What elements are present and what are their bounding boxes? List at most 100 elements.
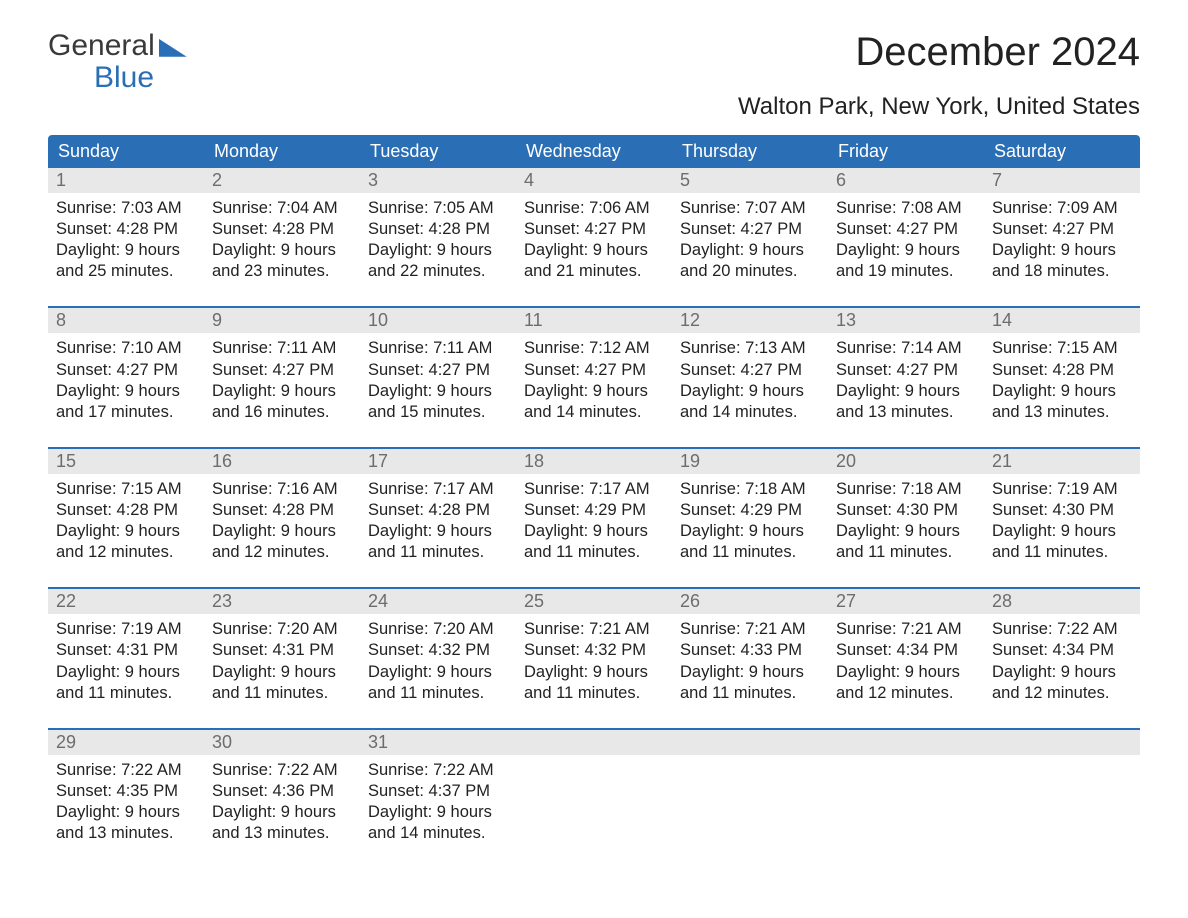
day-cell: Sunrise: 7:05 AMSunset: 4:28 PMDaylight:…: [360, 193, 516, 300]
week-block: 15161718192021Sunrise: 7:15 AMSunset: 4:…: [48, 447, 1140, 581]
sunset-text: Sunset: 4:27 PM: [836, 219, 976, 240]
daylight-line1: Daylight: 9 hours: [212, 521, 352, 542]
sunset-text: Sunset: 4:27 PM: [368, 360, 508, 381]
page-title: December 2024: [738, 30, 1140, 75]
brand-word2: Blue: [94, 62, 187, 94]
weekday-friday: Friday: [828, 135, 984, 168]
weekday-header: Sunday Monday Tuesday Wednesday Thursday…: [48, 135, 1140, 168]
daylight-line1: Daylight: 9 hours: [212, 802, 352, 823]
day-number: 13: [828, 308, 984, 333]
day-cell: Sunrise: 7:11 AMSunset: 4:27 PMDaylight:…: [204, 333, 360, 440]
day-cell: Sunrise: 7:19 AMSunset: 4:31 PMDaylight:…: [48, 614, 204, 721]
sunrise-text: Sunrise: 7:18 AM: [680, 479, 820, 500]
location-text: Walton Park, New York, United States: [738, 93, 1140, 121]
day-number: 26: [672, 589, 828, 614]
day-number: 22: [48, 589, 204, 614]
day-cell: Sunrise: 7:22 AMSunset: 4:37 PMDaylight:…: [360, 755, 516, 862]
brand-flag-icon: [159, 39, 187, 57]
day-number: 11: [516, 308, 672, 333]
daylight-line1: Daylight: 9 hours: [524, 240, 664, 261]
day-number: 4: [516, 168, 672, 193]
day-cell: Sunrise: 7:13 AMSunset: 4:27 PMDaylight:…: [672, 333, 828, 440]
sunrise-text: Sunrise: 7:13 AM: [680, 338, 820, 359]
day-cell: [672, 755, 828, 862]
daylight-line1: Daylight: 9 hours: [680, 521, 820, 542]
day-cell: Sunrise: 7:14 AMSunset: 4:27 PMDaylight:…: [828, 333, 984, 440]
sunset-text: Sunset: 4:27 PM: [680, 219, 820, 240]
day-cell: Sunrise: 7:22 AMSunset: 4:36 PMDaylight:…: [204, 755, 360, 862]
day-body-row: Sunrise: 7:03 AMSunset: 4:28 PMDaylight:…: [48, 193, 1140, 300]
daylight-line1: Daylight: 9 hours: [56, 802, 196, 823]
sunset-text: Sunset: 4:27 PM: [56, 360, 196, 381]
day-cell: Sunrise: 7:18 AMSunset: 4:30 PMDaylight:…: [828, 474, 984, 581]
day-number: 1: [48, 168, 204, 193]
daylight-line1: Daylight: 9 hours: [56, 240, 196, 261]
day-body-row: Sunrise: 7:22 AMSunset: 4:35 PMDaylight:…: [48, 755, 1140, 862]
daylight-line1: Daylight: 9 hours: [836, 381, 976, 402]
day-number: 18: [516, 449, 672, 474]
daylight-line1: Daylight: 9 hours: [836, 662, 976, 683]
sunrise-text: Sunrise: 7:19 AM: [56, 619, 196, 640]
day-cell: Sunrise: 7:10 AMSunset: 4:27 PMDaylight:…: [48, 333, 204, 440]
daylight-line2: and 22 minutes.: [368, 261, 508, 282]
sunrise-text: Sunrise: 7:22 AM: [368, 760, 508, 781]
daylight-line2: and 12 minutes.: [836, 683, 976, 704]
sunrise-text: Sunrise: 7:11 AM: [368, 338, 508, 359]
sunrise-text: Sunrise: 7:14 AM: [836, 338, 976, 359]
daylight-line1: Daylight: 9 hours: [680, 240, 820, 261]
day-cell: Sunrise: 7:20 AMSunset: 4:31 PMDaylight:…: [204, 614, 360, 721]
day-number: 8: [48, 308, 204, 333]
day-number: 14: [984, 308, 1140, 333]
sunset-text: Sunset: 4:33 PM: [680, 640, 820, 661]
sunrise-text: Sunrise: 7:15 AM: [56, 479, 196, 500]
daylight-line1: Daylight: 9 hours: [992, 240, 1132, 261]
day-number: [516, 730, 672, 755]
daylight-line1: Daylight: 9 hours: [212, 240, 352, 261]
day-number: 24: [360, 589, 516, 614]
sunrise-text: Sunrise: 7:21 AM: [524, 619, 664, 640]
day-number: 19: [672, 449, 828, 474]
day-number: 17: [360, 449, 516, 474]
weekday-monday: Monday: [204, 135, 360, 168]
day-number-band: 293031: [48, 728, 1140, 755]
sunset-text: Sunset: 4:28 PM: [212, 500, 352, 521]
sunset-text: Sunset: 4:27 PM: [992, 219, 1132, 240]
sunset-text: Sunset: 4:34 PM: [992, 640, 1132, 661]
day-cell: Sunrise: 7:16 AMSunset: 4:28 PMDaylight:…: [204, 474, 360, 581]
daylight-line2: and 12 minutes.: [212, 542, 352, 563]
daylight-line1: Daylight: 9 hours: [368, 662, 508, 683]
sunrise-text: Sunrise: 7:18 AM: [836, 479, 976, 500]
sunset-text: Sunset: 4:27 PM: [212, 360, 352, 381]
sunrise-text: Sunrise: 7:19 AM: [992, 479, 1132, 500]
day-number: 12: [672, 308, 828, 333]
daylight-line2: and 11 minutes.: [836, 542, 976, 563]
sunrise-text: Sunrise: 7:20 AM: [212, 619, 352, 640]
daylight-line1: Daylight: 9 hours: [680, 381, 820, 402]
day-number: 10: [360, 308, 516, 333]
day-number: 31: [360, 730, 516, 755]
sunrise-text: Sunrise: 7:12 AM: [524, 338, 664, 359]
sunrise-text: Sunrise: 7:05 AM: [368, 198, 508, 219]
sunrise-text: Sunrise: 7:22 AM: [56, 760, 196, 781]
daylight-line1: Daylight: 9 hours: [992, 662, 1132, 683]
brand-word1-row: General: [48, 30, 187, 62]
sunset-text: Sunset: 4:32 PM: [368, 640, 508, 661]
daylight-line1: Daylight: 9 hours: [992, 381, 1132, 402]
daylight-line2: and 20 minutes.: [680, 261, 820, 282]
day-cell: Sunrise: 7:08 AMSunset: 4:27 PMDaylight:…: [828, 193, 984, 300]
sunset-text: Sunset: 4:30 PM: [992, 500, 1132, 521]
day-cell: Sunrise: 7:17 AMSunset: 4:28 PMDaylight:…: [360, 474, 516, 581]
sunset-text: Sunset: 4:27 PM: [524, 360, 664, 381]
brand-word1: General: [48, 30, 155, 62]
sunrise-text: Sunrise: 7:21 AM: [680, 619, 820, 640]
day-number: 30: [204, 730, 360, 755]
daylight-line2: and 12 minutes.: [992, 683, 1132, 704]
week-block: 891011121314Sunrise: 7:10 AMSunset: 4:27…: [48, 306, 1140, 440]
daylight-line2: and 13 minutes.: [992, 402, 1132, 423]
daylight-line1: Daylight: 9 hours: [56, 662, 196, 683]
sunrise-text: Sunrise: 7:04 AM: [212, 198, 352, 219]
daylight-line1: Daylight: 9 hours: [368, 802, 508, 823]
day-number: 27: [828, 589, 984, 614]
daylight-line1: Daylight: 9 hours: [524, 381, 664, 402]
sunrise-text: Sunrise: 7:15 AM: [992, 338, 1132, 359]
